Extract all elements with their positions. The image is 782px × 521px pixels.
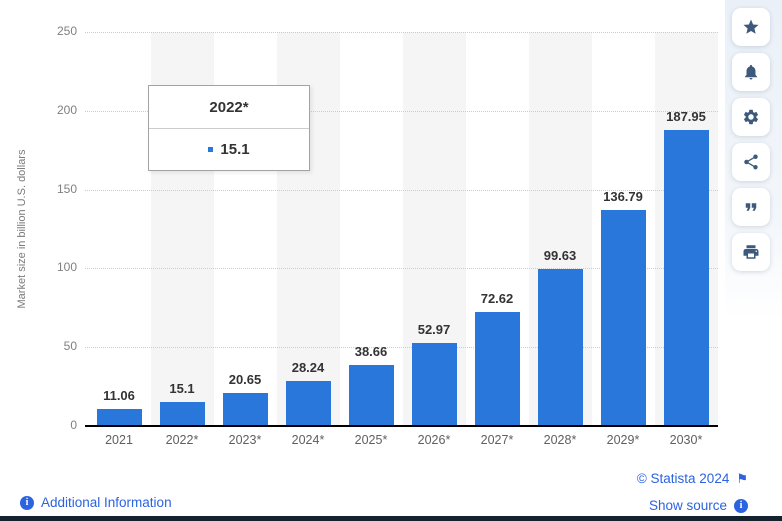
y-axis-tick-label: 150 (56, 181, 77, 196)
bar-2029[interactable] (600, 210, 646, 426)
show-source-link[interactable]: Show source i (649, 498, 748, 513)
bar-value-label: 99.63 (543, 247, 577, 263)
x-axis-tick-label: 2022* (165, 433, 199, 447)
gridline (85, 189, 718, 191)
bar-value-label: 52.97 (417, 321, 451, 337)
share-icon (744, 154, 758, 170)
bar-2022[interactable] (159, 402, 205, 426)
x-axis-tick-label: 2026* (417, 433, 451, 447)
bar-2024[interactable] (285, 381, 331, 426)
show-source-label: Show source (648, 498, 727, 513)
bar-value-label: 187.95 (666, 108, 706, 124)
bar-2021[interactable] (96, 408, 142, 426)
x-axis-tick-label: 2025* (354, 433, 388, 447)
copyright-label: © Statista 2024 (636, 471, 730, 486)
tooltip-series-marker (208, 147, 214, 152)
y-axis-tick-label: 50 (63, 339, 77, 354)
bar-2023[interactable] (222, 393, 268, 426)
bottom-edge-bar (0, 516, 782, 521)
gear-icon (743, 109, 759, 125)
x-axis-tick-label: 2030* (669, 433, 703, 447)
bar-value-label: 38.66 (354, 344, 388, 360)
x-axis-tick-label: 2024* (291, 433, 325, 447)
flag-icon: ⚑ (736, 471, 748, 486)
print-button[interactable] (732, 233, 770, 271)
settings-gear-button[interactable] (732, 98, 770, 136)
bar-chart-plot: 0 50 100 150 200 250 11.06 2021 15.1 2022* 20.65 20… (56, 24, 718, 447)
bar-value-label: 11.06 (103, 387, 135, 403)
additional-information-label: Additional Information (41, 495, 172, 510)
bar-value-label: 72.62 (480, 290, 514, 306)
gridline (85, 268, 718, 270)
y-axis-title: Market size in billion U.S. dollars (16, 149, 28, 309)
x-axis-tick-label: 2021 (105, 433, 133, 447)
y-axis-tick-label: 100 (56, 260, 77, 275)
star-icon (743, 19, 759, 34)
info-icon: i (734, 498, 748, 513)
bell-icon (745, 64, 757, 80)
quote-icon (745, 203, 757, 211)
x-axis-baseline (85, 425, 718, 427)
bar-value-label: 15.1 (169, 381, 195, 397)
bar-value-label: 28.24 (291, 360, 325, 376)
info-icon: i (20, 495, 34, 510)
statista-copyright-link[interactable]: © Statista 2024 ⚑ (637, 471, 748, 486)
y-axis-tick-label: 200 (56, 102, 77, 117)
bar-2028[interactable] (537, 268, 583, 426)
gridline (85, 32, 718, 33)
bar-2030[interactable] (663, 129, 709, 426)
x-axis-tick-label: 2029* (606, 433, 640, 447)
bar-value-label: 136.79 (603, 189, 643, 205)
x-axis-tick-label: 2028* (543, 433, 577, 447)
share-button[interactable] (732, 143, 770, 181)
gridline (85, 110, 718, 112)
alert-bell-button[interactable] (732, 53, 770, 91)
tooltip-value: 15.1 (220, 141, 250, 158)
cite-quote-button[interactable] (732, 188, 770, 226)
y-axis-tick-label: 0 (70, 418, 77, 432)
chart-tooltip: 2022* 15.1 (148, 85, 310, 171)
gridline (85, 347, 718, 349)
tooltip-title: 2022* (149, 86, 309, 129)
x-axis-tick-label: 2027* (480, 433, 514, 447)
x-axis-tick-label: 2023* (228, 433, 262, 447)
y-axis-tick-label: 250 (56, 24, 77, 38)
bar-2025[interactable] (348, 365, 394, 426)
bar-2027[interactable] (474, 311, 520, 426)
bar-value-label: 20.65 (228, 372, 262, 388)
additional-information-link[interactable]: i Additional Information (20, 495, 172, 510)
bar-2026[interactable] (411, 342, 457, 426)
printer-icon (743, 245, 759, 259)
favorite-star-button[interactable] (732, 8, 770, 46)
